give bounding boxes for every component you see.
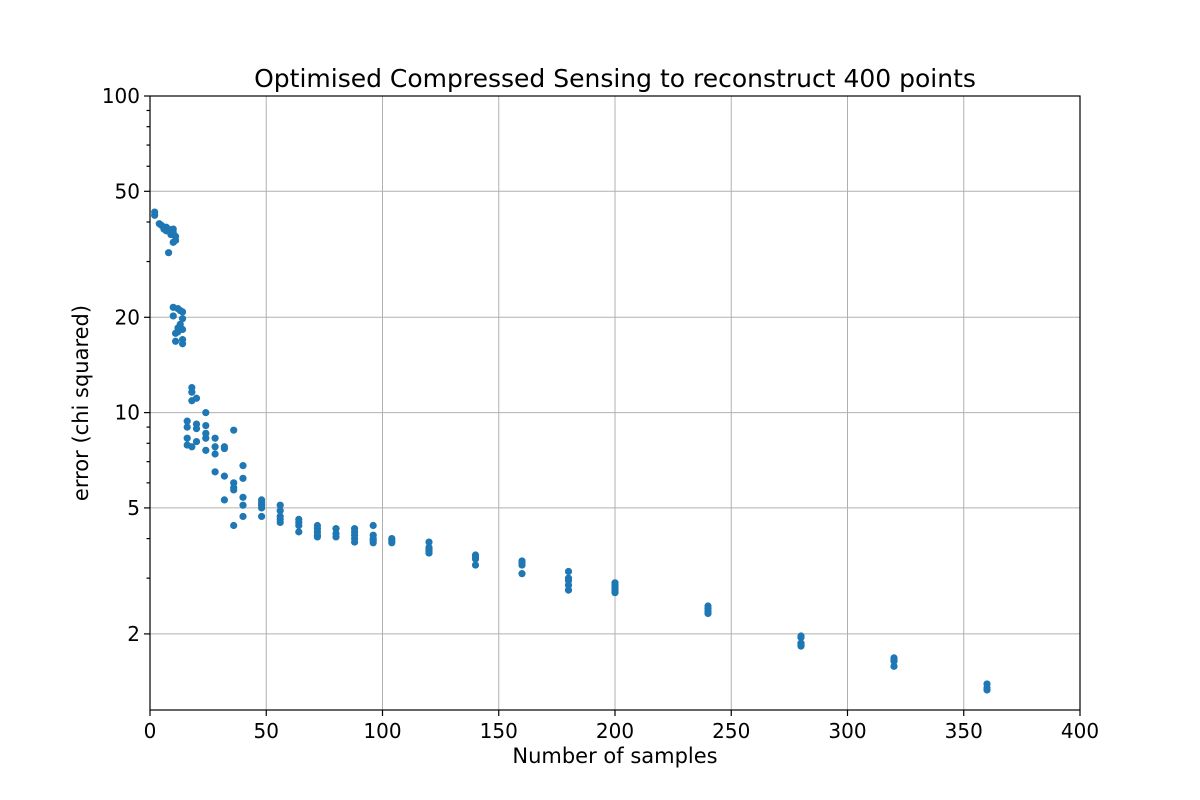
data-point (230, 426, 238, 434)
x-tick-label: 100 (363, 719, 401, 743)
data-point (188, 443, 196, 451)
x-tick-label: 250 (712, 719, 750, 743)
data-point (211, 450, 219, 458)
data-point (202, 434, 210, 442)
x-tick-label: 0 (144, 719, 157, 743)
data-point (471, 561, 480, 569)
x-tick-label: 300 (828, 719, 866, 743)
data-point (276, 518, 284, 527)
data-point (797, 642, 805, 650)
data-point (295, 528, 303, 536)
data-point (151, 211, 159, 219)
data-point (388, 539, 396, 547)
data-point (165, 249, 173, 257)
y-tick-label: 100 (102, 84, 140, 108)
data-point (192, 437, 201, 446)
data-point (471, 555, 480, 563)
y-tick-label: 5 (127, 496, 140, 520)
data-point (230, 521, 238, 530)
data-point (178, 308, 187, 316)
data-point (890, 662, 898, 670)
x-tick-label: 400 (1061, 719, 1099, 743)
x-tick-label: 350 (945, 719, 983, 743)
data-point (518, 570, 526, 578)
data-point (192, 425, 201, 433)
data-point (169, 312, 177, 320)
data-point (178, 315, 187, 323)
x-tick-label: 150 (480, 719, 518, 743)
data-points (151, 208, 991, 694)
data-point (192, 394, 201, 402)
data-point (178, 325, 187, 334)
data-point (202, 421, 210, 430)
chart-title: Optimised Compressed Sensing to reconstr… (254, 64, 976, 93)
data-point (611, 589, 619, 597)
data-point (211, 443, 219, 451)
data-point (890, 657, 898, 665)
data-point (276, 501, 284, 509)
data-point (518, 561, 526, 569)
data-point (425, 549, 433, 557)
x-tick-label: 50 (254, 719, 279, 743)
data-point (202, 409, 210, 417)
data-point (351, 538, 359, 546)
x-axis-label: Number of samples (512, 744, 717, 768)
y-tick-label: 2 (127, 622, 140, 646)
data-point (983, 686, 991, 694)
data-point (171, 232, 180, 241)
data-point (369, 521, 377, 530)
data-point (239, 501, 247, 509)
data-point (276, 507, 284, 515)
y-axis-ticks: 2 5 10 20 50 100 (102, 84, 150, 646)
data-point (183, 434, 191, 442)
y-axis-label: error (chi squared) (69, 305, 93, 501)
data-point (230, 486, 238, 494)
data-point (313, 533, 321, 541)
data-point (239, 462, 247, 470)
data-point (564, 567, 573, 576)
data-point (239, 474, 247, 482)
data-point (239, 493, 247, 501)
data-point (183, 423, 191, 431)
data-point (188, 388, 196, 396)
data-point (564, 586, 573, 594)
data-point (220, 472, 228, 480)
data-point (797, 633, 805, 641)
data-point (258, 512, 266, 521)
x-tick-label: 200 (596, 719, 634, 743)
data-point (183, 417, 191, 425)
data-point (369, 539, 377, 547)
data-point (220, 496, 228, 504)
y-tick-label: 10 (115, 401, 140, 425)
x-axis-ticks: 0 50 100 150 200 250 300 350 400 (144, 710, 1099, 743)
y-tick-label: 20 (115, 305, 140, 329)
y-tick-label: 50 (115, 179, 140, 203)
data-point (220, 444, 228, 453)
data-point (211, 468, 219, 476)
data-point (425, 538, 433, 546)
data-point (704, 609, 712, 618)
data-point (171, 329, 180, 337)
data-point (171, 337, 180, 345)
data-point (178, 340, 187, 348)
data-point (239, 512, 247, 521)
data-point (211, 434, 219, 442)
grid (149, 95, 1081, 710)
data-point (332, 533, 340, 541)
data-point (258, 504, 266, 512)
data-point (202, 446, 210, 454)
data-point (295, 521, 303, 530)
